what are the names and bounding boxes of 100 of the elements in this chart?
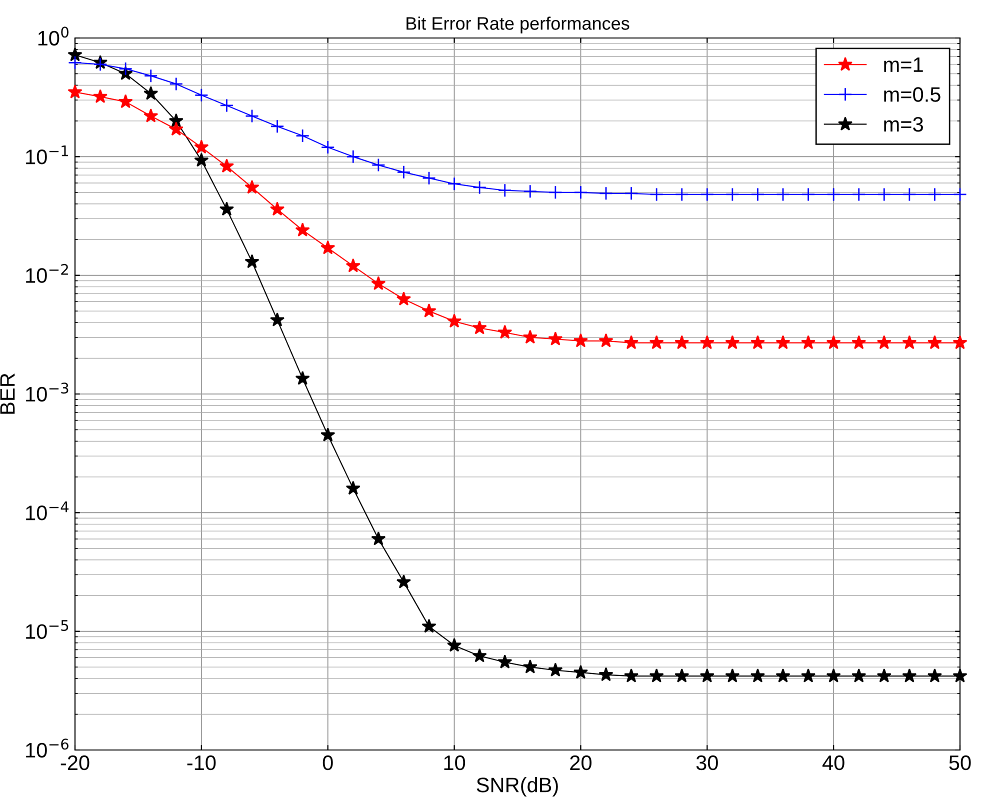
point: [144, 108, 158, 122]
point: [750, 668, 766, 682]
point: [219, 158, 234, 173]
point: [624, 335, 639, 350]
point: [498, 324, 512, 339]
legend-label: m=3: [884, 116, 923, 132]
point: [472, 320, 487, 334]
x-tick-label: -10: [187, 755, 216, 770]
point: [801, 188, 816, 202]
point: [826, 188, 841, 202]
point: [194, 88, 208, 102]
point: [776, 335, 790, 350]
point: [700, 668, 714, 682]
point: [270, 202, 285, 216]
point: [446, 314, 462, 328]
y-axis-title: BER: [0, 374, 15, 414]
point: [68, 47, 82, 62]
point: [472, 180, 487, 194]
point: [523, 184, 538, 198]
point: [220, 98, 234, 112]
point: [548, 331, 563, 346]
point: [168, 122, 184, 136]
point: [320, 428, 336, 442]
x-tick-label: 0: [322, 755, 333, 770]
legend-label: m=0.5: [884, 87, 940, 102]
point: [876, 668, 892, 682]
point: [396, 574, 412, 588]
point: [826, 335, 841, 350]
point: [674, 188, 689, 202]
point: [574, 185, 588, 200]
point: [674, 668, 690, 682]
point: [92, 89, 108, 104]
point: [826, 668, 841, 682]
x-tick-label: 20: [570, 755, 592, 770]
point: [270, 312, 285, 326]
point: [927, 335, 942, 350]
y-tick-label: 10$^{0}$: [38, 26, 68, 46]
point: [144, 68, 158, 83]
point: [725, 188, 740, 202]
point: [624, 186, 638, 200]
point: [346, 480, 360, 495]
point: [902, 668, 917, 682]
point: [548, 185, 562, 200]
y-tick-label: 10$^{−6}$: [26, 738, 68, 758]
point: [599, 186, 613, 200]
point: [700, 188, 714, 202]
point: [295, 222, 310, 237]
point: [674, 335, 690, 350]
y-tick-label: 10$^{−5}$: [26, 620, 68, 639]
point: [852, 188, 866, 202]
point: [422, 171, 436, 186]
y-tick-label: 10$^{−4}$: [26, 501, 69, 520]
point: [573, 664, 588, 679]
point: [68, 56, 82, 70]
point: [776, 668, 790, 682]
point: [194, 140, 209, 154]
point: [776, 188, 790, 202]
point: [598, 667, 614, 682]
point: [396, 292, 412, 306]
point: [472, 648, 487, 662]
point: [371, 158, 386, 172]
point: [877, 188, 892, 202]
x-axis-title: SNR(dB): [476, 777, 558, 796]
point: [244, 180, 260, 194]
point: [422, 618, 436, 633]
point: [320, 240, 336, 254]
point: [320, 140, 335, 154]
point: [396, 165, 411, 180]
point: [371, 531, 386, 546]
point: [852, 668, 866, 682]
point: [168, 113, 184, 128]
x-tick-label: -20: [60, 755, 90, 770]
point: [800, 335, 816, 350]
point: [725, 668, 740, 682]
point: [245, 109, 259, 123]
point: [422, 303, 436, 318]
point: [852, 335, 866, 350]
y-tick-label: 10$^{−1}$: [26, 145, 68, 164]
point: [371, 276, 386, 290]
point: [144, 86, 158, 100]
point: [447, 176, 462, 191]
point: [952, 335, 968, 350]
point: [118, 62, 133, 76]
point: [902, 188, 916, 202]
x-tick-label: 30: [696, 755, 718, 770]
point: [296, 128, 310, 143]
point: [649, 335, 664, 350]
point: [624, 668, 639, 682]
point: [548, 662, 563, 677]
point: [700, 335, 714, 350]
point: [169, 77, 184, 91]
point: [902, 335, 917, 350]
point: [598, 333, 614, 348]
point: [876, 335, 892, 350]
point: [295, 370, 310, 385]
point: [649, 668, 664, 682]
x-tick-label: 50: [949, 755, 971, 770]
point: [750, 188, 765, 202]
point: [346, 258, 360, 272]
point: [725, 335, 740, 350]
